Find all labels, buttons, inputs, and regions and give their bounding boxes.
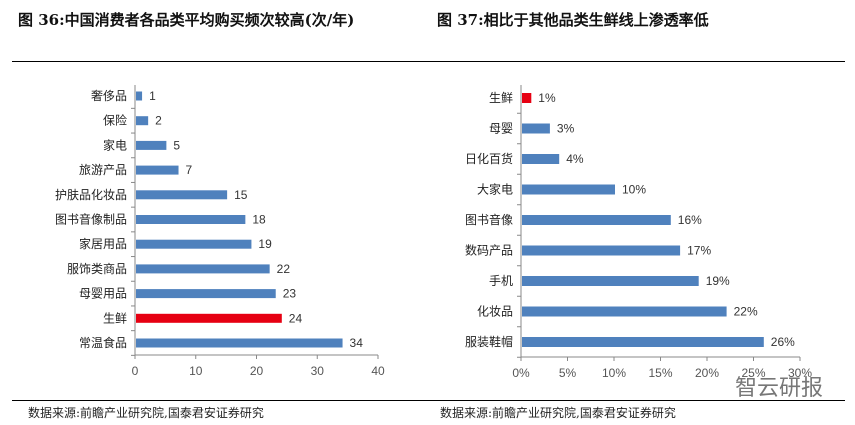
bar bbox=[522, 276, 699, 286]
category-label: 护肤品化妆品 bbox=[55, 187, 127, 202]
category-label: 服饰类商品 bbox=[67, 261, 127, 276]
x-tick-label: 10 bbox=[189, 364, 203, 378]
category-label: 旅游产品 bbox=[79, 163, 127, 177]
data-label: 16% bbox=[678, 213, 702, 227]
category-label: 奢侈品 bbox=[91, 89, 127, 103]
figure37-title: 图 37:相比于其他品类生鲜线上渗透率低 bbox=[437, 11, 709, 29]
category-label: 图书音像制品 bbox=[55, 212, 127, 227]
data-label: 10% bbox=[622, 183, 646, 197]
category-label: 图书音像 bbox=[465, 212, 513, 227]
category-label: 数码产品 bbox=[465, 243, 513, 258]
data-label: 1% bbox=[538, 91, 556, 105]
bar bbox=[136, 239, 252, 249]
category-label: 常温食品 bbox=[79, 335, 127, 350]
category-label: 生鲜 bbox=[103, 311, 127, 325]
bar bbox=[522, 184, 615, 195]
data-label: 17% bbox=[687, 244, 711, 258]
category-label: 大家电 bbox=[477, 182, 513, 197]
figure36-title: 图 36:中国消费者各品类平均购买频次较高(次/年) bbox=[18, 11, 355, 29]
watermark: 智云研报 bbox=[735, 376, 824, 401]
figure37-source: 数据来源:前瞻产业研究院,国泰君安证券研究 bbox=[440, 406, 676, 420]
data-label: 19 bbox=[258, 237, 272, 251]
bar bbox=[522, 215, 671, 225]
x-tick-label: 30 bbox=[311, 364, 325, 378]
category-label: 服装鞋帽 bbox=[465, 334, 513, 349]
data-label: 26% bbox=[771, 335, 795, 349]
category-label: 保险 bbox=[103, 113, 127, 128]
category-label: 家居用品 bbox=[79, 236, 127, 251]
category-label: 家电 bbox=[103, 137, 127, 152]
bottom-rule bbox=[12, 400, 845, 401]
x-tick-label: 25% bbox=[741, 366, 765, 380]
bar bbox=[136, 91, 143, 101]
bar bbox=[136, 190, 228, 200]
data-label: 23 bbox=[283, 287, 297, 301]
data-label: 5 bbox=[173, 138, 180, 152]
x-tick-label: 10% bbox=[602, 366, 626, 380]
top-rule bbox=[12, 61, 845, 62]
bar bbox=[522, 337, 764, 347]
bar bbox=[136, 116, 149, 126]
x-tick-label: 5% bbox=[559, 366, 577, 380]
bar bbox=[522, 154, 560, 164]
data-label: 19% bbox=[706, 274, 730, 288]
category-label: 母婴 bbox=[489, 122, 513, 136]
category-label: 日化百货 bbox=[465, 151, 513, 166]
data-label: 7 bbox=[186, 163, 193, 177]
bar bbox=[136, 313, 282, 323]
bar bbox=[136, 338, 343, 348]
data-label: 24 bbox=[289, 311, 303, 325]
category-label: 母婴用品 bbox=[79, 287, 127, 301]
data-label: 15 bbox=[234, 188, 248, 202]
data-label: 34 bbox=[350, 336, 364, 350]
bar bbox=[136, 215, 246, 224]
category-label: 生鲜 bbox=[489, 91, 513, 105]
x-tick-label: 30% bbox=[788, 366, 812, 380]
bar bbox=[522, 245, 681, 256]
data-label: 1 bbox=[149, 89, 156, 103]
data-label: 22 bbox=[277, 262, 291, 276]
x-tick-label: 15% bbox=[648, 366, 672, 380]
x-tick-label: 20% bbox=[695, 366, 719, 380]
x-tick-label: 0% bbox=[512, 366, 530, 380]
bar bbox=[522, 306, 727, 317]
x-tick-label: 0 bbox=[132, 364, 139, 378]
figure36-source: 数据来源:前瞻产业研究院,国泰君安证券研究 bbox=[28, 406, 264, 420]
x-tick-label: 40 bbox=[371, 364, 385, 378]
x-tick-label: 20 bbox=[250, 364, 264, 378]
category-label: 手机 bbox=[489, 274, 513, 288]
bar bbox=[136, 264, 270, 274]
data-label: 4% bbox=[566, 152, 584, 166]
bar bbox=[136, 289, 276, 299]
bar bbox=[522, 123, 550, 134]
data-label: 22% bbox=[734, 305, 758, 319]
data-label: 2 bbox=[155, 114, 162, 128]
bar bbox=[136, 140, 167, 150]
bar bbox=[136, 165, 179, 175]
data-label: 18 bbox=[252, 213, 266, 227]
category-label: 化妆品 bbox=[477, 305, 513, 319]
data-label: 3% bbox=[557, 122, 575, 136]
bar bbox=[522, 93, 532, 103]
